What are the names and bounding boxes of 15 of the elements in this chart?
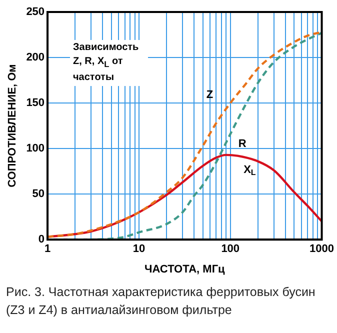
x-axis-title: ЧАСТОТА, МГц — [144, 263, 226, 276]
y-tick-label: 50 — [32, 188, 45, 200]
y-axis-title: СОПРОТИВЛЕНИЕ, Ом — [6, 64, 19, 188]
y-tick-label: 250 — [26, 6, 45, 18]
x-tick-label: 100 — [221, 243, 240, 256]
x-tick-label: 1 — [44, 243, 51, 256]
x-tick-label: 10 — [132, 243, 146, 256]
x-tick-label: 1000 — [310, 243, 334, 256]
text: Рис. 3. Частотная характеристика ферритовых бусин (Z3 и Z4) в антиалайзинговом фильтре — [6, 284, 316, 319]
y-tick-label: 200 — [26, 52, 45, 64]
y-tick-label: 100 — [26, 142, 45, 155]
y-tick-label: 150 — [26, 97, 45, 110]
y-tick-label: 0 — [38, 234, 45, 246]
annotation: Зависимость Z, R, X$_{L}$ от частоты — [70, 40, 148, 86]
series-label: R — [238, 138, 246, 150]
